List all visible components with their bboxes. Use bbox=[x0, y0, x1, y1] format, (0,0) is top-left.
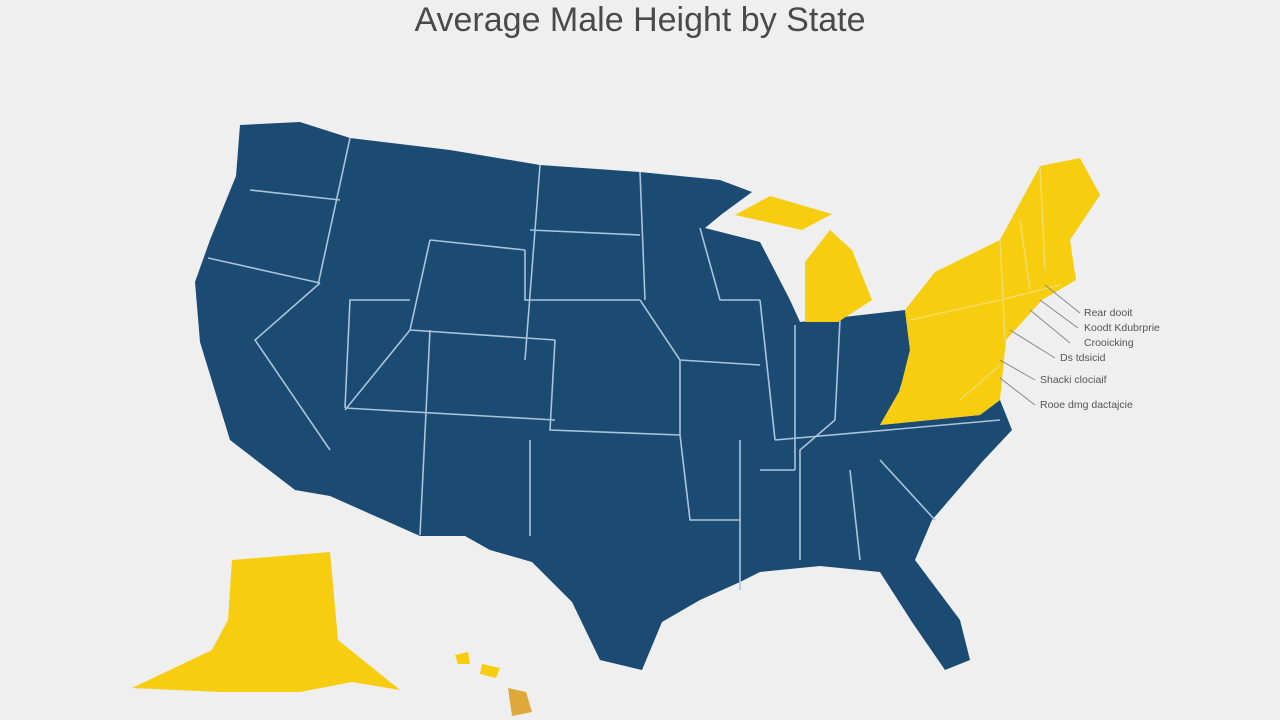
annotation: Rooe dmg dactajcie bbox=[1040, 399, 1133, 411]
michigan-upper bbox=[735, 196, 832, 230]
northeast bbox=[880, 158, 1100, 425]
map-title: Average Male Height by State bbox=[414, 1, 865, 39]
hawaii-3 bbox=[508, 688, 532, 716]
northeast-borders bbox=[909, 165, 1061, 401]
alaska bbox=[132, 552, 400, 692]
annotation: Koodt Kdubrprie bbox=[1084, 322, 1160, 334]
annotation: Crooicking bbox=[1084, 337, 1134, 349]
highlighted-states bbox=[132, 158, 1100, 716]
annotation: Rear dooit bbox=[1084, 307, 1133, 319]
annotation: Ds tdsicid bbox=[1060, 352, 1106, 364]
state-borders bbox=[207, 137, 1001, 590]
annotation-leaders bbox=[999, 284, 1081, 406]
annotations: Rear dooit Koodt Kdubrprie Crooicking Ds… bbox=[1040, 307, 1160, 411]
hawaii-1 bbox=[455, 652, 470, 664]
michigan-lower bbox=[805, 230, 872, 322]
annotation: Shacki clociaif bbox=[1040, 374, 1107, 386]
us-mainland bbox=[195, 122, 1012, 670]
hawaii-2 bbox=[480, 664, 500, 678]
